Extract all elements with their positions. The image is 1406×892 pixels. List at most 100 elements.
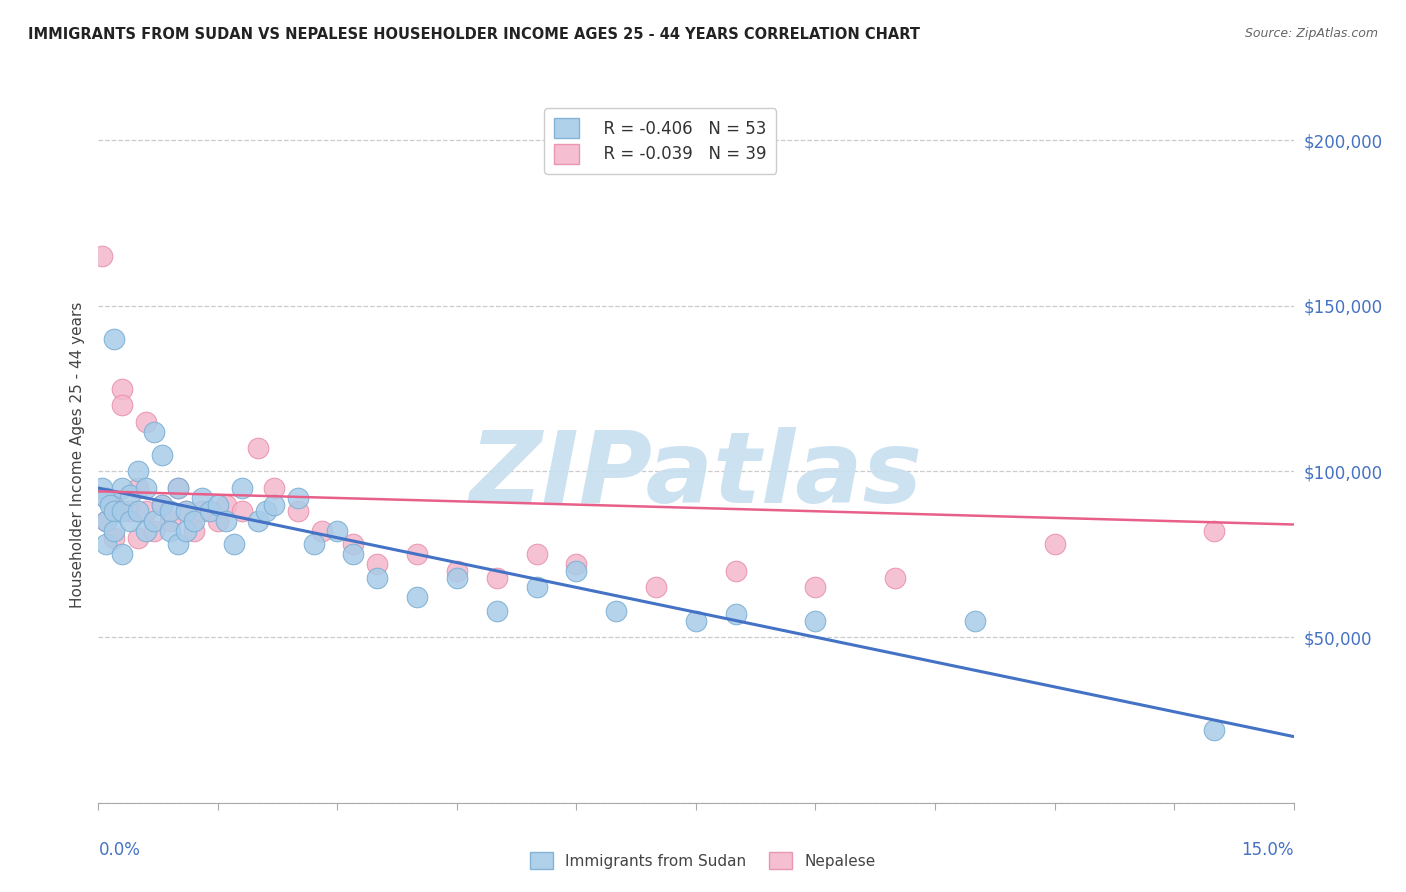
Text: 0.0%: 0.0% [98, 841, 141, 859]
Point [103, 524, 125, 538]
Point [174, 504, 197, 518]
Point [446, 570, 468, 584]
Point [96, 491, 118, 505]
Point [207, 514, 229, 528]
Point [446, 564, 468, 578]
Point [485, 570, 508, 584]
Point [231, 481, 253, 495]
Point [135, 481, 157, 495]
Point [127, 504, 149, 518]
Point [326, 524, 349, 538]
Point [143, 514, 166, 528]
Text: ZIPatlas: ZIPatlas [470, 427, 922, 524]
Point [135, 504, 157, 518]
Point [167, 481, 190, 495]
Point [96, 537, 118, 551]
Point [120, 488, 142, 502]
Y-axis label: Householder Income Ages 25 - 44 years: Householder Income Ages 25 - 44 years [69, 301, 84, 608]
Point [1043, 537, 1066, 551]
Point [215, 514, 238, 528]
Point [263, 481, 285, 495]
Point [565, 558, 588, 572]
Point [246, 514, 269, 528]
Point [263, 498, 285, 512]
Point [804, 581, 827, 595]
Point [91, 249, 114, 263]
Point [287, 491, 309, 505]
Point [526, 581, 548, 595]
Point [127, 481, 149, 495]
Point [127, 465, 149, 479]
Text: Source: ZipAtlas.com: Source: ZipAtlas.com [1244, 27, 1378, 40]
Point [135, 415, 157, 429]
Point [215, 498, 238, 512]
Point [287, 504, 309, 518]
Legend: Immigrants from Sudan, Nepalese: Immigrants from Sudan, Nepalese [524, 846, 882, 875]
Point [111, 398, 134, 412]
Point [96, 514, 118, 528]
Point [311, 524, 333, 538]
Point [605, 604, 627, 618]
Point [302, 537, 325, 551]
Point [366, 558, 388, 572]
Point [963, 614, 986, 628]
Point [485, 604, 508, 618]
Point [191, 491, 214, 505]
Point [222, 537, 245, 551]
Point [254, 504, 277, 518]
Point [111, 504, 134, 518]
Point [167, 481, 190, 495]
Point [120, 504, 142, 518]
Text: IMMIGRANTS FROM SUDAN VS NEPALESE HOUSEHOLDER INCOME AGES 25 - 44 YEARS CORRELAT: IMMIGRANTS FROM SUDAN VS NEPALESE HOUSEH… [28, 27, 920, 42]
Point [366, 570, 388, 584]
Point [342, 537, 364, 551]
Point [111, 481, 134, 495]
Point [724, 607, 747, 621]
Point [804, 614, 827, 628]
Point [183, 514, 205, 528]
Point [127, 531, 149, 545]
Point [98, 498, 122, 512]
Point [143, 425, 166, 439]
Point [207, 498, 229, 512]
Point [884, 570, 907, 584]
Point [1202, 524, 1225, 538]
Point [167, 537, 190, 551]
Point [231, 504, 253, 518]
Point [91, 481, 114, 495]
Point [96, 491, 118, 505]
Point [159, 504, 181, 518]
Point [724, 564, 747, 578]
Point [150, 498, 173, 512]
Point [159, 514, 181, 528]
Point [111, 382, 134, 396]
Point [103, 504, 125, 518]
Point [174, 524, 197, 538]
Point [111, 547, 134, 561]
Point [120, 514, 142, 528]
Legend:   R = -0.406   N = 53,   R = -0.039   N = 39: R = -0.406 N = 53, R = -0.039 N = 39 [544, 109, 776, 174]
Point [183, 524, 205, 538]
Point [135, 524, 157, 538]
Point [406, 591, 429, 605]
Point [103, 332, 125, 346]
Point [645, 581, 668, 595]
Point [198, 504, 221, 518]
Point [1202, 723, 1225, 737]
Point [96, 514, 118, 528]
Point [342, 547, 364, 561]
Point [103, 531, 125, 545]
Point [685, 614, 707, 628]
Point [246, 442, 269, 456]
Point [150, 448, 173, 462]
Point [143, 524, 166, 538]
Point [150, 498, 173, 512]
Point [159, 524, 181, 538]
Point [406, 547, 429, 561]
Point [526, 547, 548, 561]
Point [191, 504, 214, 518]
Point [103, 498, 125, 512]
Point [565, 564, 588, 578]
Text: 15.0%: 15.0% [1241, 841, 1294, 859]
Point [174, 504, 197, 518]
